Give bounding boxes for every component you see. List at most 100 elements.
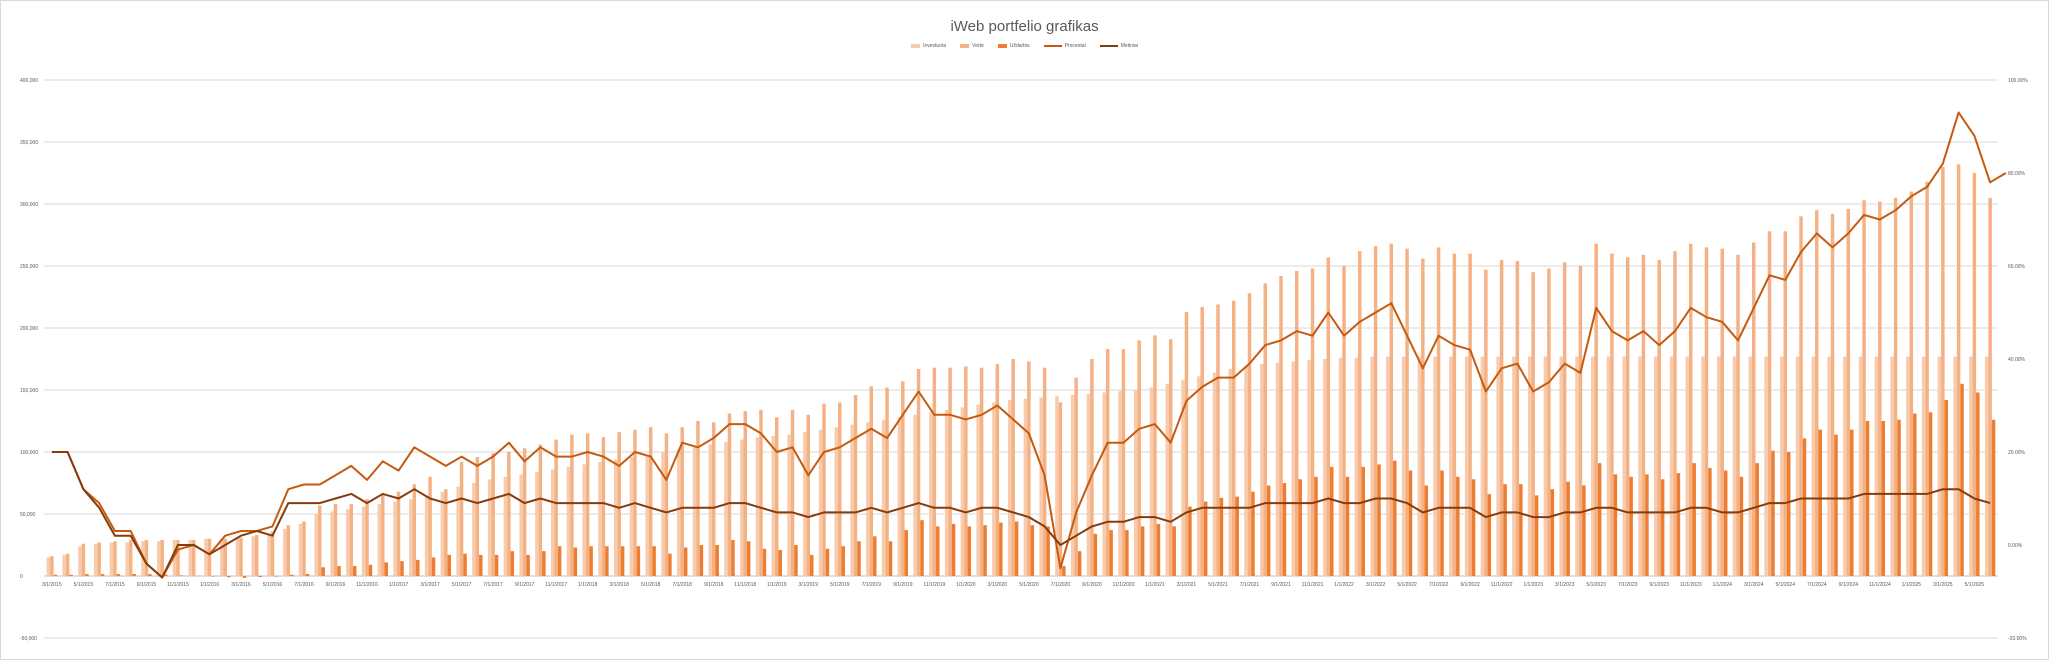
bar-investuota: [440, 491, 445, 576]
bar-vertė: [223, 538, 227, 576]
legend-item: Procentai: [1043, 43, 1086, 49]
bar-vertė: [585, 433, 590, 576]
bar-uždarbis: [557, 546, 562, 576]
bar-investuota: [692, 447, 697, 576]
bar-uždarbis: [368, 564, 373, 576]
legend-swatch: [960, 44, 970, 48]
bar-investuota: [1181, 380, 1185, 576]
bar-investuota: [1701, 356, 1705, 576]
bar-investuota: [1512, 356, 1516, 576]
x-tick-label: 9/1/2024: [1839, 582, 1859, 588]
x-tick-label: 9/1/2020: [1082, 582, 1102, 588]
bar-vertė: [128, 540, 133, 576]
bar-uždarbis: [179, 575, 184, 576]
bar-vertė: [1184, 311, 1189, 576]
bar-vertė: [1893, 197, 1898, 577]
bar-uždarbis: [1676, 473, 1681, 576]
bar-vertė: [1247, 293, 1252, 576]
bar-uždarbis: [479, 554, 483, 576]
bar-vertė: [176, 540, 180, 576]
x-tick-label: 5/1/2025: [1965, 582, 1985, 588]
bar-vertė: [1200, 306, 1204, 576]
bar-uždarbis: [620, 546, 625, 576]
bar-uždarbis: [1550, 489, 1555, 576]
y-left-tick-label: 300,000: [20, 202, 38, 208]
bar-vertė: [1720, 248, 1724, 576]
bar-uždarbis: [305, 574, 310, 576]
x-tick-label: 1/1/2025: [1902, 582, 1922, 588]
bar-investuota: [566, 466, 571, 576]
bar-investuota: [456, 486, 460, 576]
bar-uždarbis: [1456, 476, 1460, 576]
x-tick-label: 5/1/2020: [1019, 582, 1039, 588]
bar-investuota: [1953, 356, 1957, 576]
bar-uždarbis: [1645, 474, 1649, 576]
bar-vertė: [1042, 367, 1047, 576]
x-tick-label: 7/1/2019: [862, 582, 882, 588]
bar-investuota: [172, 540, 177, 576]
bar-uždarbis: [746, 541, 751, 576]
bar-investuota: [1811, 356, 1816, 576]
x-tick-label: 9/1/2023: [1649, 582, 1669, 588]
y-right-tick-label: 100.00%: [2008, 78, 2028, 84]
bar-uždarbis: [1519, 484, 1523, 576]
bar-vertė: [1547, 268, 1551, 576]
bar-vertė: [1153, 335, 1157, 576]
bar-investuota: [1937, 356, 1942, 576]
bar-investuota: [960, 407, 965, 576]
legend-item: Uždarbis: [997, 43, 1030, 49]
bar-investuota: [1890, 356, 1894, 576]
y-left-tick-label: 350,000: [20, 140, 38, 146]
bar-vertė: [1011, 359, 1015, 576]
bar-uždarbis: [1723, 470, 1728, 576]
bar-uždarbis: [794, 545, 798, 576]
bar-uždarbis: [416, 559, 420, 576]
bar-uždarbis: [1188, 506, 1192, 576]
x-tick-label: 1/1/2020: [956, 582, 976, 588]
bar-investuota: [1070, 394, 1075, 576]
bar-investuota: [913, 414, 917, 576]
x-tick-label: 3/1/2020: [988, 582, 1008, 588]
x-tick-label: 11/1/2018: [734, 582, 756, 588]
x-tick-label: 11/1/2023: [1680, 582, 1702, 588]
bar-vertė: [1121, 349, 1126, 576]
bar-investuota: [881, 419, 886, 576]
y-left-tick-label: 0: [20, 574, 23, 580]
bar-vertė: [1342, 266, 1346, 576]
bar-uždarbis: [1834, 434, 1838, 576]
bar-vertė: [1862, 200, 1866, 576]
x-tick-label: 9/1/2022: [1460, 582, 1480, 588]
bar-investuota: [1007, 399, 1012, 576]
bar-investuota: [267, 533, 271, 576]
bar-uždarbis: [1629, 476, 1633, 576]
legend-label: Uždarbis: [1009, 43, 1030, 49]
bar-vertė: [1326, 257, 1331, 576]
bar-uždarbis: [1062, 566, 1066, 576]
bar-uždarbis: [1850, 429, 1854, 576]
x-tick-label: 3/1/2024: [1744, 582, 1764, 588]
bar-investuota: [93, 543, 98, 576]
bar-investuota: [1622, 356, 1626, 576]
bar-investuota: [472, 483, 476, 576]
bar-uždarbis: [1976, 392, 1980, 576]
bar-vertė: [144, 540, 149, 576]
bar-uždarbis: [1865, 421, 1870, 576]
bar-vertė: [81, 543, 86, 576]
bar-vertė: [1799, 216, 1803, 576]
bar-investuota: [314, 514, 319, 576]
y-left-tick-label: 250,000: [20, 264, 38, 270]
bar-uždarbis: [983, 525, 987, 576]
bar-vertė: [601, 437, 606, 576]
bar-vertė: [1074, 377, 1078, 576]
bar-investuota: [1921, 356, 1926, 576]
x-tick-label: 5/1/2016: [263, 582, 283, 588]
bar-vertė: [1909, 191, 1914, 576]
bar-investuota: [361, 506, 366, 576]
x-tick-label: 7/1/2024: [1807, 582, 1827, 588]
bar-uždarbis: [1960, 383, 1964, 576]
bar-uždarbis: [668, 553, 672, 576]
bar-vertė: [1830, 213, 1835, 577]
bar-investuota: [503, 476, 508, 576]
bar-vertė: [711, 422, 716, 576]
bar-uždarbis: [1408, 470, 1413, 576]
